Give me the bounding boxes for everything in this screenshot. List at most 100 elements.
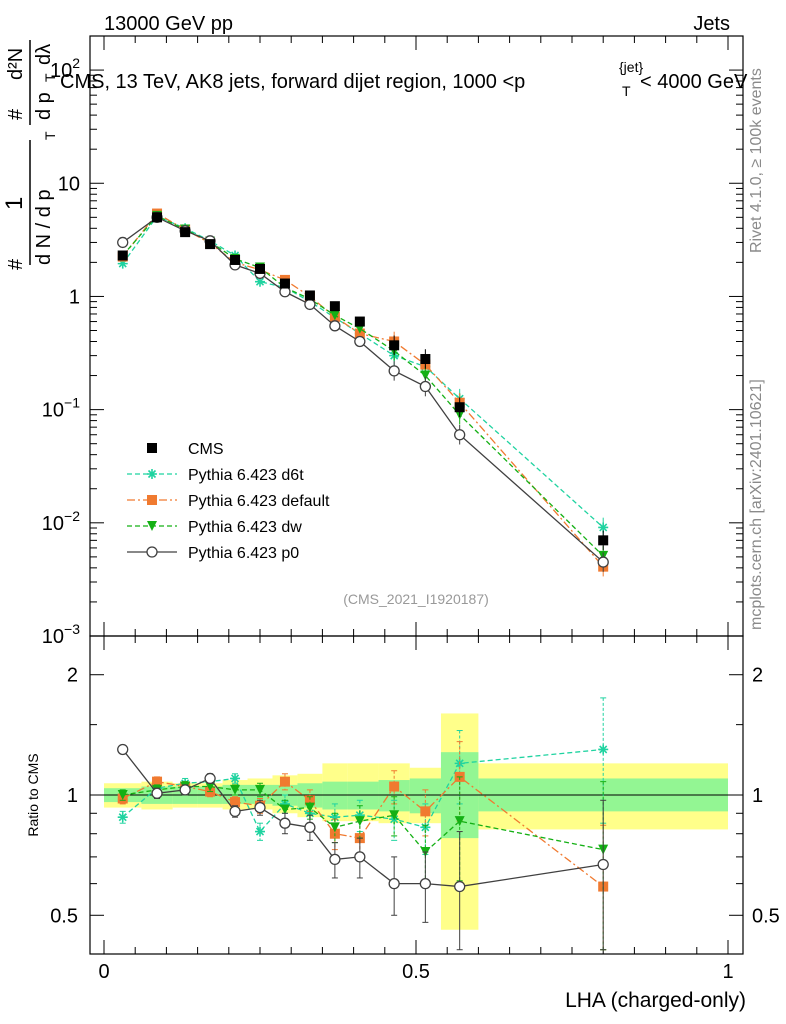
ratio-point-dw	[205, 781, 216, 792]
ratio-point-dw	[117, 790, 128, 800]
point-d6t	[598, 522, 609, 533]
ratio-point-p0	[179, 784, 191, 796]
x-tick-label: 1	[722, 961, 733, 983]
ratio-y-tick-label-right: 0.5	[752, 905, 780, 927]
legend-label-dw: Pythia 6.423 dw	[188, 519, 302, 536]
ylabel-denominator-1: d N / d p	[33, 189, 55, 265]
ylabel-hash-1: #	[5, 258, 27, 270]
ylabel-dlambda: dλ	[33, 44, 55, 65]
ratio-point-default	[230, 797, 241, 808]
ylabel-denominator-2: d p	[33, 92, 55, 120]
mcplots-note: mcplots.cern.ch [arXiv:2401.10621]	[748, 379, 765, 630]
series-p0	[117, 211, 609, 572]
ratio-axis-ticks: 0.5 0.5 1 1 2 2 0 0.5 1	[50, 636, 780, 983]
title-tail: < 4000 GeV	[640, 71, 748, 93]
legend-item-dw: Pythia 6.423 dw	[127, 519, 302, 536]
ratio-point-p0	[151, 787, 163, 799]
ratio-point-d6t	[230, 773, 241, 784]
legend-label-cms: CMS	[188, 441, 224, 458]
point-dw	[420, 370, 431, 381]
ratio-point-default	[389, 781, 400, 792]
point-cms	[255, 263, 265, 274]
point-cms	[230, 254, 241, 265]
ratio-point-p0	[254, 801, 266, 814]
legend-marker-cms	[147, 443, 157, 453]
ylabel-one: 1	[1, 197, 28, 210]
point-p0	[354, 335, 366, 348]
legend-item-cms: CMS	[147, 441, 224, 458]
point-d6t	[255, 276, 265, 287]
series-dw	[117, 210, 609, 566]
legend-item-p0: Pythia 6.423 p0	[127, 545, 299, 562]
ratio-point-p0	[597, 858, 609, 871]
ratio-point-p0	[454, 880, 466, 893]
header-right: Jets	[693, 13, 730, 35]
ratio-point-default	[152, 776, 163, 787]
chart-title: CMS, 13 TeV, AK8 jets, forward dijet reg…	[60, 59, 748, 99]
series-line-p0	[122, 216, 604, 563]
ylabel-numerator: d²N	[5, 48, 27, 80]
ratio-y-axis-label: Ratio to CMS	[25, 753, 41, 836]
point-p0	[597, 556, 609, 568]
point-cms	[420, 354, 431, 365]
main-axis-ticks: 10−3 10−2 10−1 1 10 102	[42, 35, 743, 648]
title-sup: {jet}	[619, 59, 643, 75]
point-cms	[389, 340, 400, 351]
ylabel-sub-1: T	[42, 131, 58, 140]
point-p0	[454, 429, 466, 441]
ratio-point-dw	[304, 802, 315, 813]
ratio-data-series	[117, 697, 609, 951]
legend: CMS Pythia 6.423 d6t Pythia 6.423 default P…	[127, 441, 330, 562]
ratio-point-d6t	[329, 812, 340, 823]
analysis-tag: (CMS_2021_I1920187)	[343, 591, 489, 607]
x-axis-label: LHA (charged-only)	[565, 989, 746, 1012]
legend-marker-d6t	[147, 469, 157, 479]
point-cms	[454, 402, 465, 413]
legend-item-default: Pythia 6.423 default	[127, 493, 330, 510]
ratio-point-dw	[279, 804, 290, 815]
ratio-y-tick-label: 2	[67, 665, 78, 687]
main-y-tick-label: 102	[50, 55, 80, 82]
ratio-y-tick-label: 1	[67, 785, 78, 807]
ratio-point-p0	[304, 821, 316, 833]
main-y-tick-label: 10	[58, 173, 80, 195]
ylabel-sub-2: T	[42, 73, 58, 82]
ratio-y-tick-label: 0.5	[50, 905, 78, 927]
ratio-uncertainty-bands	[104, 713, 728, 930]
header-left: 13000 GeV pp	[104, 13, 233, 35]
point-p0	[388, 365, 400, 377]
main-y-tick-label: 1	[69, 286, 80, 308]
ratio-point-p0	[117, 743, 129, 756]
legend-label-default: Pythia 6.423 default	[188, 493, 330, 510]
ratio-plot-frame	[89, 635, 744, 955]
legend-marker-dw	[147, 521, 157, 531]
main-y-tick-label: 10−1	[42, 395, 80, 422]
ratio-line-d6t	[122, 748, 604, 833]
legend-item-d6t: Pythia 6.423 d6t	[127, 467, 304, 484]
ratio-point-p0	[329, 853, 341, 866]
ratio-point-default	[420, 806, 431, 817]
ratio-point-dw	[255, 784, 265, 795]
ratio-point-p0	[419, 877, 432, 890]
ratio-point-dw	[230, 784, 241, 795]
title-sub: T	[622, 83, 631, 99]
ratio-point-p0	[279, 817, 291, 829]
x-tick-label: 0.5	[402, 961, 430, 983]
ratio-band-inner	[347, 781, 379, 810]
point-cms	[180, 227, 191, 238]
ratio-point-d6t	[255, 826, 265, 837]
point-cms	[304, 290, 315, 301]
ratio-point-p0	[204, 772, 216, 785]
main-y-axis-label: # 1 d N / d p T # d²N d p T dλ	[1, 40, 58, 270]
point-cms	[354, 316, 365, 327]
point-cms	[598, 535, 609, 546]
series-line-default	[122, 212, 604, 568]
point-cms	[152, 212, 163, 223]
series-line-d6t	[122, 215, 604, 528]
title-main: CMS, 13 TeV, AK8 jets, forward dijet reg…	[60, 71, 525, 93]
series-cms	[117, 212, 609, 551]
main-y-tick-label: 10−3	[42, 621, 80, 648]
legend-label-p0: Pythia 6.423 p0	[188, 545, 299, 562]
point-p0	[329, 320, 341, 332]
